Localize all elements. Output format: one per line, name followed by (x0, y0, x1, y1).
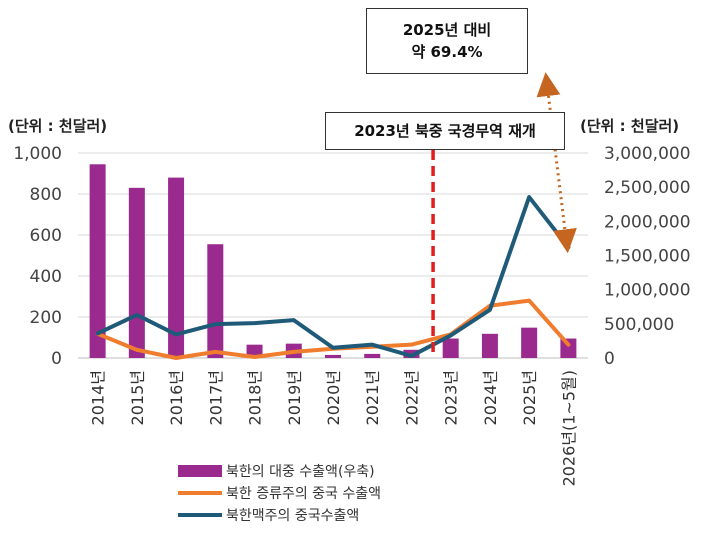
right-tick-label: 3,000,000 (604, 144, 691, 164)
left-tick-label: 1,000 (13, 144, 62, 164)
right-tick-label: 2,000,000 (604, 212, 691, 232)
right-tick-label: 2,500,000 (604, 178, 691, 198)
legend-swatch-spirits (178, 491, 222, 495)
callout-line2: 약 69.4% (411, 43, 483, 61)
legend-label-bar: 북한의 대중 수출액(우축) (226, 464, 375, 480)
callout-box: 2025년 대비 약 69.4% (366, 8, 528, 74)
legend-swatch-bar (178, 465, 222, 477)
bar-2 (168, 177, 185, 358)
legend-label-beer: 북한맥주의 중국수출액 (226, 508, 360, 524)
x-tick-label: 2024년 (481, 370, 500, 425)
x-tick-label: 2018년 (246, 370, 265, 425)
legend-swatch-beer (178, 513, 222, 517)
left-tick-label: 200 (30, 308, 62, 328)
left-tick-label: 400 (30, 267, 62, 287)
line-series-2 (95, 195, 571, 358)
bar-1 (128, 187, 145, 358)
right-unit-label: (단위 : 천달러) (580, 117, 679, 135)
x-tick-label: 2026년(1~5월) (559, 370, 578, 486)
bar-6 (325, 354, 341, 358)
x-tick-label: 2014년 (89, 370, 108, 425)
bar-3 (207, 244, 224, 358)
x-tick-label: 2025년 (520, 370, 539, 425)
event-label: 2023년 북중 국경무역 재개 (325, 112, 565, 150)
bar-7 (364, 353, 381, 358)
right-tick-label: 1,500,000 (604, 247, 691, 267)
legend-label-spirits: 북한 증류주의 중국 수출액 (226, 486, 382, 502)
bar-11 (521, 327, 538, 358)
legend-item-beer: 북한맥주의 중국수출액 (178, 504, 381, 526)
bar-9 (442, 338, 459, 358)
x-tick-label: 2021년 (363, 370, 382, 425)
x-tick-label: 2022년 (402, 370, 421, 425)
right-tick-label: 500,000 (604, 315, 674, 335)
callout-arrow (536, 72, 577, 254)
left-tick-label: 800 (30, 185, 62, 205)
right-tick-label: 0 (604, 349, 615, 369)
bar-10 (481, 333, 498, 358)
x-tick-label: 2016년 (167, 370, 186, 425)
left-unit-label: (단위 : 천달러) (8, 117, 107, 135)
x-tick-label: 2020년 (324, 370, 343, 425)
bar-12 (560, 338, 577, 358)
left-tick-label: 0 (51, 349, 62, 369)
left-tick-label: 600 (30, 226, 62, 246)
legend: 북한의 대중 수출액(우축) 북한 증류주의 중국 수출액 북한맥주의 중국수출… (178, 460, 381, 526)
right-tick-label: 1,000,000 (604, 281, 691, 301)
x-tick-label: 2023년 (442, 370, 461, 425)
x-tick-label: 2015년 (128, 370, 147, 425)
callout-line1: 2025년 대비 (402, 21, 492, 39)
bar-0 (89, 164, 106, 358)
legend-item-bar: 북한의 대중 수출액(우축) (178, 460, 381, 482)
x-tick-label: 2019년 (285, 370, 304, 425)
x-tick-label: 2017년 (206, 370, 225, 425)
legend-item-spirits: 북한 증류주의 중국 수출액 (178, 482, 381, 504)
